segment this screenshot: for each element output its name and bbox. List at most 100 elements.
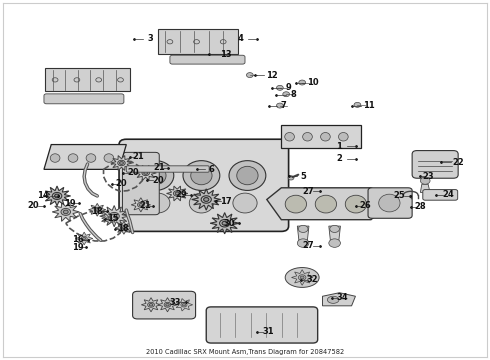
Text: 16: 16	[72, 235, 84, 244]
Text: 29: 29	[175, 190, 187, 199]
Circle shape	[74, 78, 80, 82]
Polygon shape	[115, 221, 133, 234]
Text: 34: 34	[336, 293, 348, 302]
Text: 3: 3	[147, 35, 153, 44]
Text: 28: 28	[415, 202, 426, 211]
Circle shape	[109, 212, 119, 220]
Ellipse shape	[276, 103, 283, 108]
Polygon shape	[329, 226, 341, 244]
Ellipse shape	[339, 132, 348, 141]
Ellipse shape	[327, 296, 339, 303]
Text: 14: 14	[37, 192, 49, 201]
Circle shape	[166, 303, 169, 306]
Text: 25: 25	[393, 192, 405, 201]
Text: 7: 7	[281, 101, 287, 110]
Circle shape	[204, 198, 209, 201]
Text: 20: 20	[116, 179, 127, 188]
Text: 31: 31	[263, 327, 274, 336]
Circle shape	[298, 275, 306, 280]
Text: 32: 32	[306, 275, 318, 284]
Polygon shape	[297, 226, 309, 244]
Text: 26: 26	[359, 201, 371, 210]
Text: 17: 17	[220, 197, 231, 206]
Circle shape	[94, 208, 100, 212]
Ellipse shape	[183, 161, 220, 190]
Ellipse shape	[288, 176, 294, 180]
Circle shape	[96, 209, 99, 211]
Circle shape	[108, 217, 111, 219]
Ellipse shape	[229, 161, 266, 190]
Ellipse shape	[68, 154, 78, 162]
Circle shape	[54, 194, 59, 198]
Ellipse shape	[283, 92, 290, 97]
Polygon shape	[89, 203, 106, 216]
Ellipse shape	[146, 193, 170, 213]
Ellipse shape	[285, 195, 307, 213]
Text: 22: 22	[452, 158, 464, 167]
FancyBboxPatch shape	[423, 190, 458, 200]
FancyBboxPatch shape	[126, 166, 209, 172]
Polygon shape	[141, 298, 161, 312]
Text: 30: 30	[224, 219, 235, 228]
Polygon shape	[101, 213, 117, 224]
Circle shape	[52, 78, 58, 82]
Polygon shape	[158, 298, 177, 312]
Text: 2: 2	[337, 154, 343, 163]
Text: 19: 19	[72, 243, 84, 252]
Polygon shape	[99, 206, 129, 227]
Text: 8: 8	[291, 90, 296, 99]
Text: 11: 11	[363, 101, 374, 110]
Ellipse shape	[50, 154, 60, 162]
Polygon shape	[131, 198, 150, 212]
Polygon shape	[267, 188, 395, 220]
Circle shape	[107, 216, 112, 220]
Text: 27: 27	[302, 241, 314, 250]
Text: 2010 Cadillac SRX Mount Asm,Trans Diagram for 20847582: 2010 Cadillac SRX Mount Asm,Trans Diagra…	[146, 350, 344, 355]
FancyBboxPatch shape	[206, 307, 318, 343]
Polygon shape	[167, 186, 188, 201]
Ellipse shape	[345, 195, 367, 213]
Ellipse shape	[137, 161, 174, 190]
Circle shape	[147, 302, 154, 307]
Polygon shape	[44, 145, 126, 169]
Text: 19: 19	[64, 198, 75, 207]
Circle shape	[139, 203, 143, 206]
Circle shape	[222, 221, 227, 225]
Circle shape	[63, 210, 68, 214]
Text: 13: 13	[220, 50, 231, 59]
Circle shape	[112, 214, 117, 218]
Ellipse shape	[297, 239, 309, 247]
Text: 20: 20	[27, 201, 39, 210]
Circle shape	[138, 202, 144, 207]
Circle shape	[220, 40, 226, 44]
Text: 21: 21	[140, 201, 151, 210]
Ellipse shape	[86, 154, 96, 162]
Text: 20: 20	[128, 168, 139, 177]
Text: 20: 20	[152, 176, 164, 185]
Circle shape	[52, 193, 62, 199]
Text: 33: 33	[169, 298, 180, 307]
Ellipse shape	[329, 239, 341, 247]
Text: 24: 24	[442, 190, 454, 199]
Text: 18: 18	[92, 207, 103, 216]
Ellipse shape	[330, 225, 340, 233]
FancyBboxPatch shape	[122, 152, 159, 215]
Circle shape	[96, 78, 101, 82]
Circle shape	[167, 40, 173, 44]
Ellipse shape	[320, 132, 330, 141]
Text: 6: 6	[208, 165, 214, 174]
Polygon shape	[322, 293, 355, 306]
Circle shape	[220, 220, 230, 227]
Polygon shape	[44, 186, 71, 206]
FancyBboxPatch shape	[412, 150, 458, 178]
Polygon shape	[52, 202, 79, 221]
Circle shape	[149, 303, 153, 306]
Polygon shape	[292, 270, 313, 285]
Ellipse shape	[191, 166, 212, 185]
Ellipse shape	[104, 154, 114, 162]
Circle shape	[175, 192, 179, 195]
Ellipse shape	[246, 73, 253, 77]
Text: 4: 4	[237, 35, 243, 44]
Circle shape	[181, 302, 187, 307]
FancyBboxPatch shape	[119, 139, 289, 231]
